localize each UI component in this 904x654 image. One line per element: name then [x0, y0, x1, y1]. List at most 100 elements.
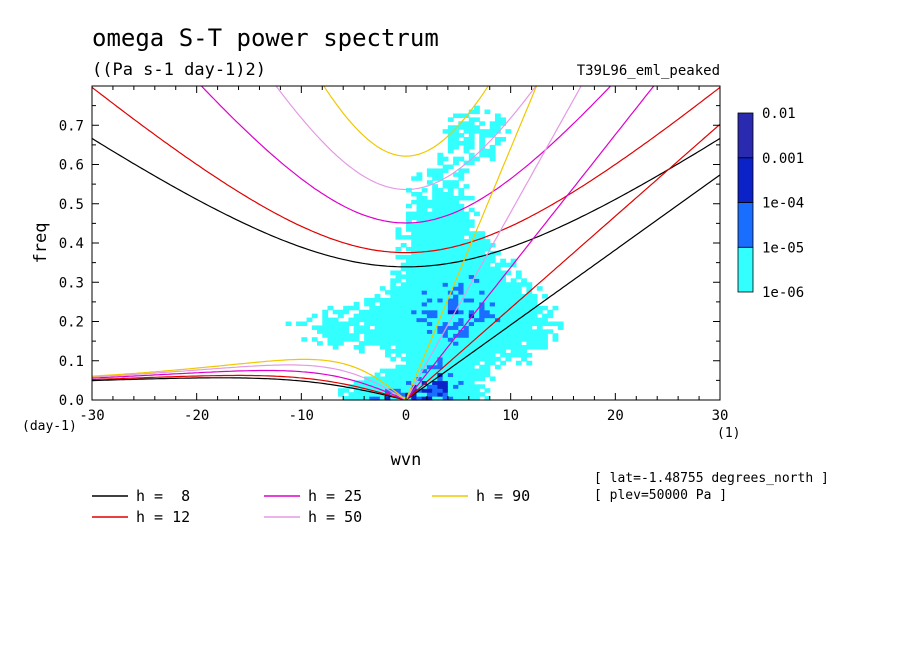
heatmap-cell: [453, 388, 459, 393]
heatmap-cell: [510, 329, 517, 334]
heatmap-cell: [468, 341, 475, 346]
heatmap-cell: [390, 376, 397, 381]
heatmap-cell: [421, 286, 428, 291]
heatmap-cell: [421, 317, 428, 323]
heatmap-cell: [547, 309, 554, 315]
heatmap-cell: [437, 223, 444, 228]
heatmap-cell: [426, 333, 433, 338]
heatmap-cell: [463, 258, 470, 264]
heatmap-cell: [468, 278, 475, 283]
heatmap-cell: [390, 270, 397, 275]
heatmap-cell: [411, 321, 418, 327]
heatmap-cell: [453, 341, 459, 346]
heatmap-cell: [489, 305, 496, 311]
heatmap-cell: [426, 368, 433, 374]
heatmap-cell: [426, 239, 433, 244]
heatmap-cell: [447, 129, 454, 134]
heatmap-cell: [411, 352, 418, 358]
heatmap-cell: [531, 317, 538, 323]
heatmap-cell: [421, 325, 428, 330]
heatmap-cell: [421, 195, 428, 201]
heatmap-cell: [437, 278, 444, 283]
heatmap-cell: [426, 211, 433, 217]
heatmap-cell: [479, 270, 486, 275]
heatmap-cell: [474, 348, 480, 354]
heatmap-cell: [463, 380, 470, 385]
heatmap-cell: [411, 243, 418, 248]
curve-er-h8: [92, 377, 407, 400]
heatmap-cell: [453, 144, 459, 150]
heatmap-cell: [437, 231, 444, 236]
heatmap-cell: [426, 219, 433, 224]
heatmap-cell: [348, 384, 355, 389]
heatmap-cell: [385, 352, 391, 358]
heatmap-cell: [494, 250, 501, 256]
heatmap-cell: [447, 352, 454, 358]
heatmap-cell: [426, 278, 433, 283]
heatmap-cell: [379, 368, 386, 374]
heatmap-cell: [536, 333, 543, 338]
heatmap-cell: [515, 352, 522, 358]
heatmap-cell: [489, 337, 496, 342]
heatmap-cell: [447, 274, 454, 279]
heatmap-cell: [484, 148, 491, 154]
heatmap-cell: [468, 290, 475, 295]
heatmap-cell: [426, 231, 433, 236]
heatmap-cell: [432, 384, 438, 389]
heatmap-cell: [458, 325, 465, 330]
heatmap-cell: [400, 309, 407, 315]
heatmap-cell: [479, 239, 486, 244]
heatmap-cell: [515, 286, 522, 291]
heatmap-cell: [484, 290, 491, 295]
heatmap-cell: [500, 137, 507, 142]
heatmap-cell: [395, 384, 402, 389]
heatmap-cell: [463, 129, 470, 134]
heatmap-cell: [442, 129, 449, 134]
heatmap-cell: [442, 360, 449, 366]
heatmap-cell: [484, 262, 491, 268]
heatmap-cell: [447, 266, 454, 272]
heatmap-cell: [453, 211, 459, 217]
heatmap-cell: [411, 239, 418, 244]
heatmap-cell: [416, 341, 423, 346]
heatmap-cell: [411, 290, 418, 295]
heatmap-cell: [432, 388, 438, 393]
heatmap-cell: [437, 388, 444, 393]
heatmap-cell: [390, 333, 397, 338]
heatmap-cell: [332, 321, 339, 327]
heatmap-cell: [421, 231, 428, 236]
heatmap-cell: [474, 290, 480, 295]
heatmap-cell: [421, 294, 428, 299]
heatmap-cell: [426, 282, 433, 287]
heatmap-cell: [484, 274, 491, 279]
heatmap-cell: [458, 262, 465, 268]
heatmap-cell: [494, 137, 501, 142]
heatmap-cell: [426, 317, 433, 323]
heatmap-cell: [463, 282, 470, 287]
heatmap-cell: [447, 250, 454, 256]
heatmap-cell: [531, 333, 538, 338]
heatmap-cell: [468, 270, 475, 275]
heatmap-cell: [453, 301, 459, 307]
heatmap-cell: [474, 211, 480, 217]
heatmap-cell: [374, 392, 381, 397]
heatmap-cell: [463, 352, 470, 358]
heatmap-cell: [437, 168, 444, 173]
heatmap-cell: [474, 235, 480, 240]
heatmap-cell: [374, 341, 381, 346]
heatmap-cell: [479, 290, 486, 295]
heatmap-cell: [406, 337, 412, 342]
heatmap-cell: [406, 384, 412, 389]
heatmap-cell: [369, 380, 376, 385]
heatmap-cell: [442, 199, 449, 205]
heatmap-cell: [463, 360, 470, 366]
heatmap-cell: [505, 329, 512, 334]
heatmap-cell: [411, 380, 418, 385]
heatmap-cell: [453, 219, 459, 224]
heatmap-cell: [542, 305, 548, 311]
heatmap-cell: [406, 341, 412, 346]
heatmap-cell: [458, 266, 465, 272]
heatmap-cell: [458, 113, 465, 118]
heatmap-cell: [395, 274, 402, 279]
heatmap-cell: [322, 317, 329, 323]
